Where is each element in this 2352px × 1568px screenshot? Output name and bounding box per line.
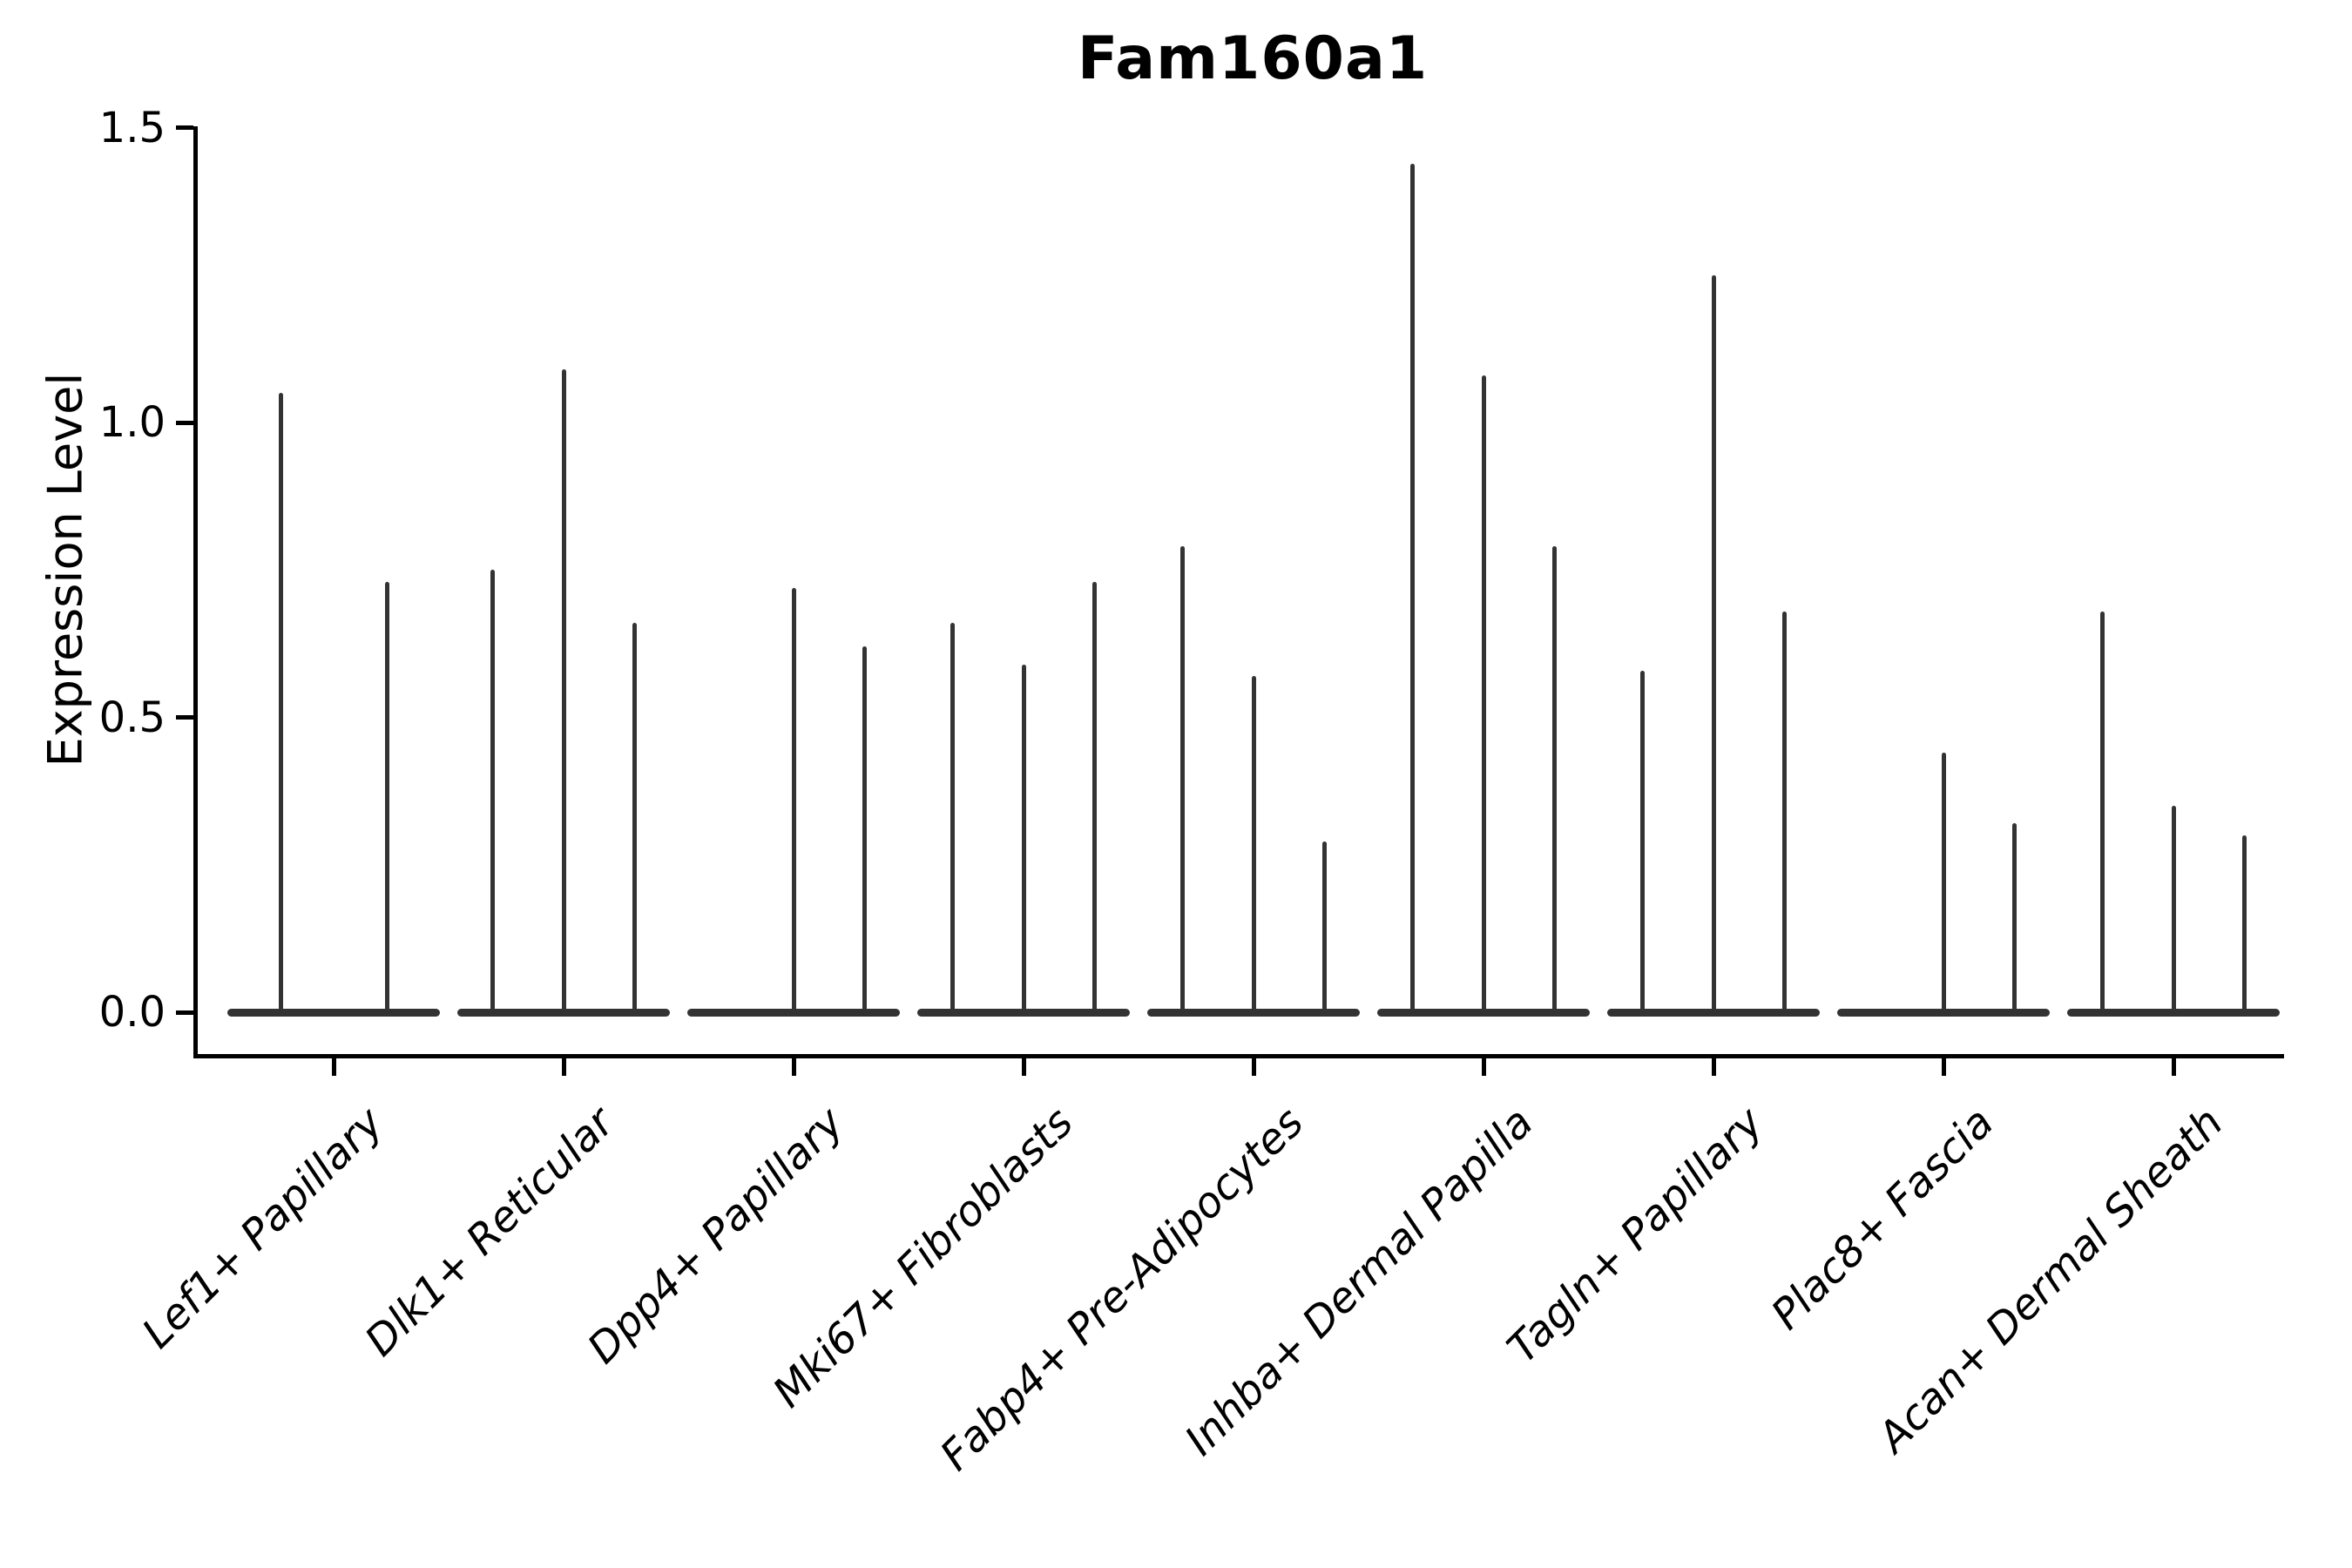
violin-spike xyxy=(2241,835,2247,1015)
chart-title: Fam160a1 xyxy=(1077,24,1429,93)
x-tick xyxy=(1251,1058,1256,1076)
y-tick-label: 0.5 xyxy=(98,693,166,742)
violin-spike xyxy=(1180,546,1186,1015)
y-axis-spine xyxy=(193,126,198,1058)
violin-spike xyxy=(1092,582,1097,1015)
y-tick xyxy=(176,1010,193,1015)
y-tick-label: 1.5 xyxy=(98,103,166,152)
violin-spike xyxy=(1021,664,1026,1015)
violin-spike xyxy=(1321,841,1327,1015)
x-tick xyxy=(1021,1058,1026,1076)
violin-spike xyxy=(490,570,496,1015)
y-tick xyxy=(176,420,193,425)
violin-spike xyxy=(278,393,283,1015)
x-tick xyxy=(561,1058,566,1076)
x-tick-label: Tagln+ Papillary xyxy=(1497,1098,1774,1373)
x-tick-label: Plac8+ Fascia xyxy=(1761,1098,2004,1340)
violin-spike xyxy=(2171,806,2176,1015)
violin-spike xyxy=(1551,546,1557,1015)
x-tick xyxy=(2171,1058,2176,1076)
violin-spike xyxy=(791,587,796,1015)
x-tick xyxy=(1711,1058,1716,1076)
y-tick-label: 1.0 xyxy=(98,398,166,448)
x-tick xyxy=(331,1058,336,1076)
x-tick xyxy=(1481,1058,1486,1076)
violin-spike xyxy=(2100,611,2105,1015)
violin-spike xyxy=(1640,670,1646,1015)
y-tick xyxy=(176,125,193,131)
violin-baseline xyxy=(227,1008,440,1017)
y-tick xyxy=(176,715,193,720)
violin-spike xyxy=(384,582,389,1015)
x-tick xyxy=(791,1058,796,1076)
violin-spike xyxy=(862,646,867,1015)
violin-spike xyxy=(1410,163,1416,1015)
violin-spike xyxy=(632,623,637,1015)
violin-spike xyxy=(1711,275,1716,1015)
violin-spike xyxy=(1481,375,1486,1015)
x-axis-spine xyxy=(193,1054,2284,1058)
x-tick-label: Lef1+ Papillary xyxy=(133,1098,394,1358)
y-tick-label: 0.0 xyxy=(98,988,166,1037)
violin-spike xyxy=(561,369,566,1015)
violin-spike xyxy=(1941,753,1946,1015)
violin-spike xyxy=(1251,676,1256,1015)
violin-spike xyxy=(1781,611,1787,1015)
x-tick-label: Dlk1+ Reticular xyxy=(355,1098,624,1366)
x-tick-label: Dpp4+ Papillary xyxy=(578,1098,854,1374)
x-tick xyxy=(1941,1058,1946,1076)
violin-spike xyxy=(950,623,956,1015)
violin-spike xyxy=(2011,823,2017,1015)
